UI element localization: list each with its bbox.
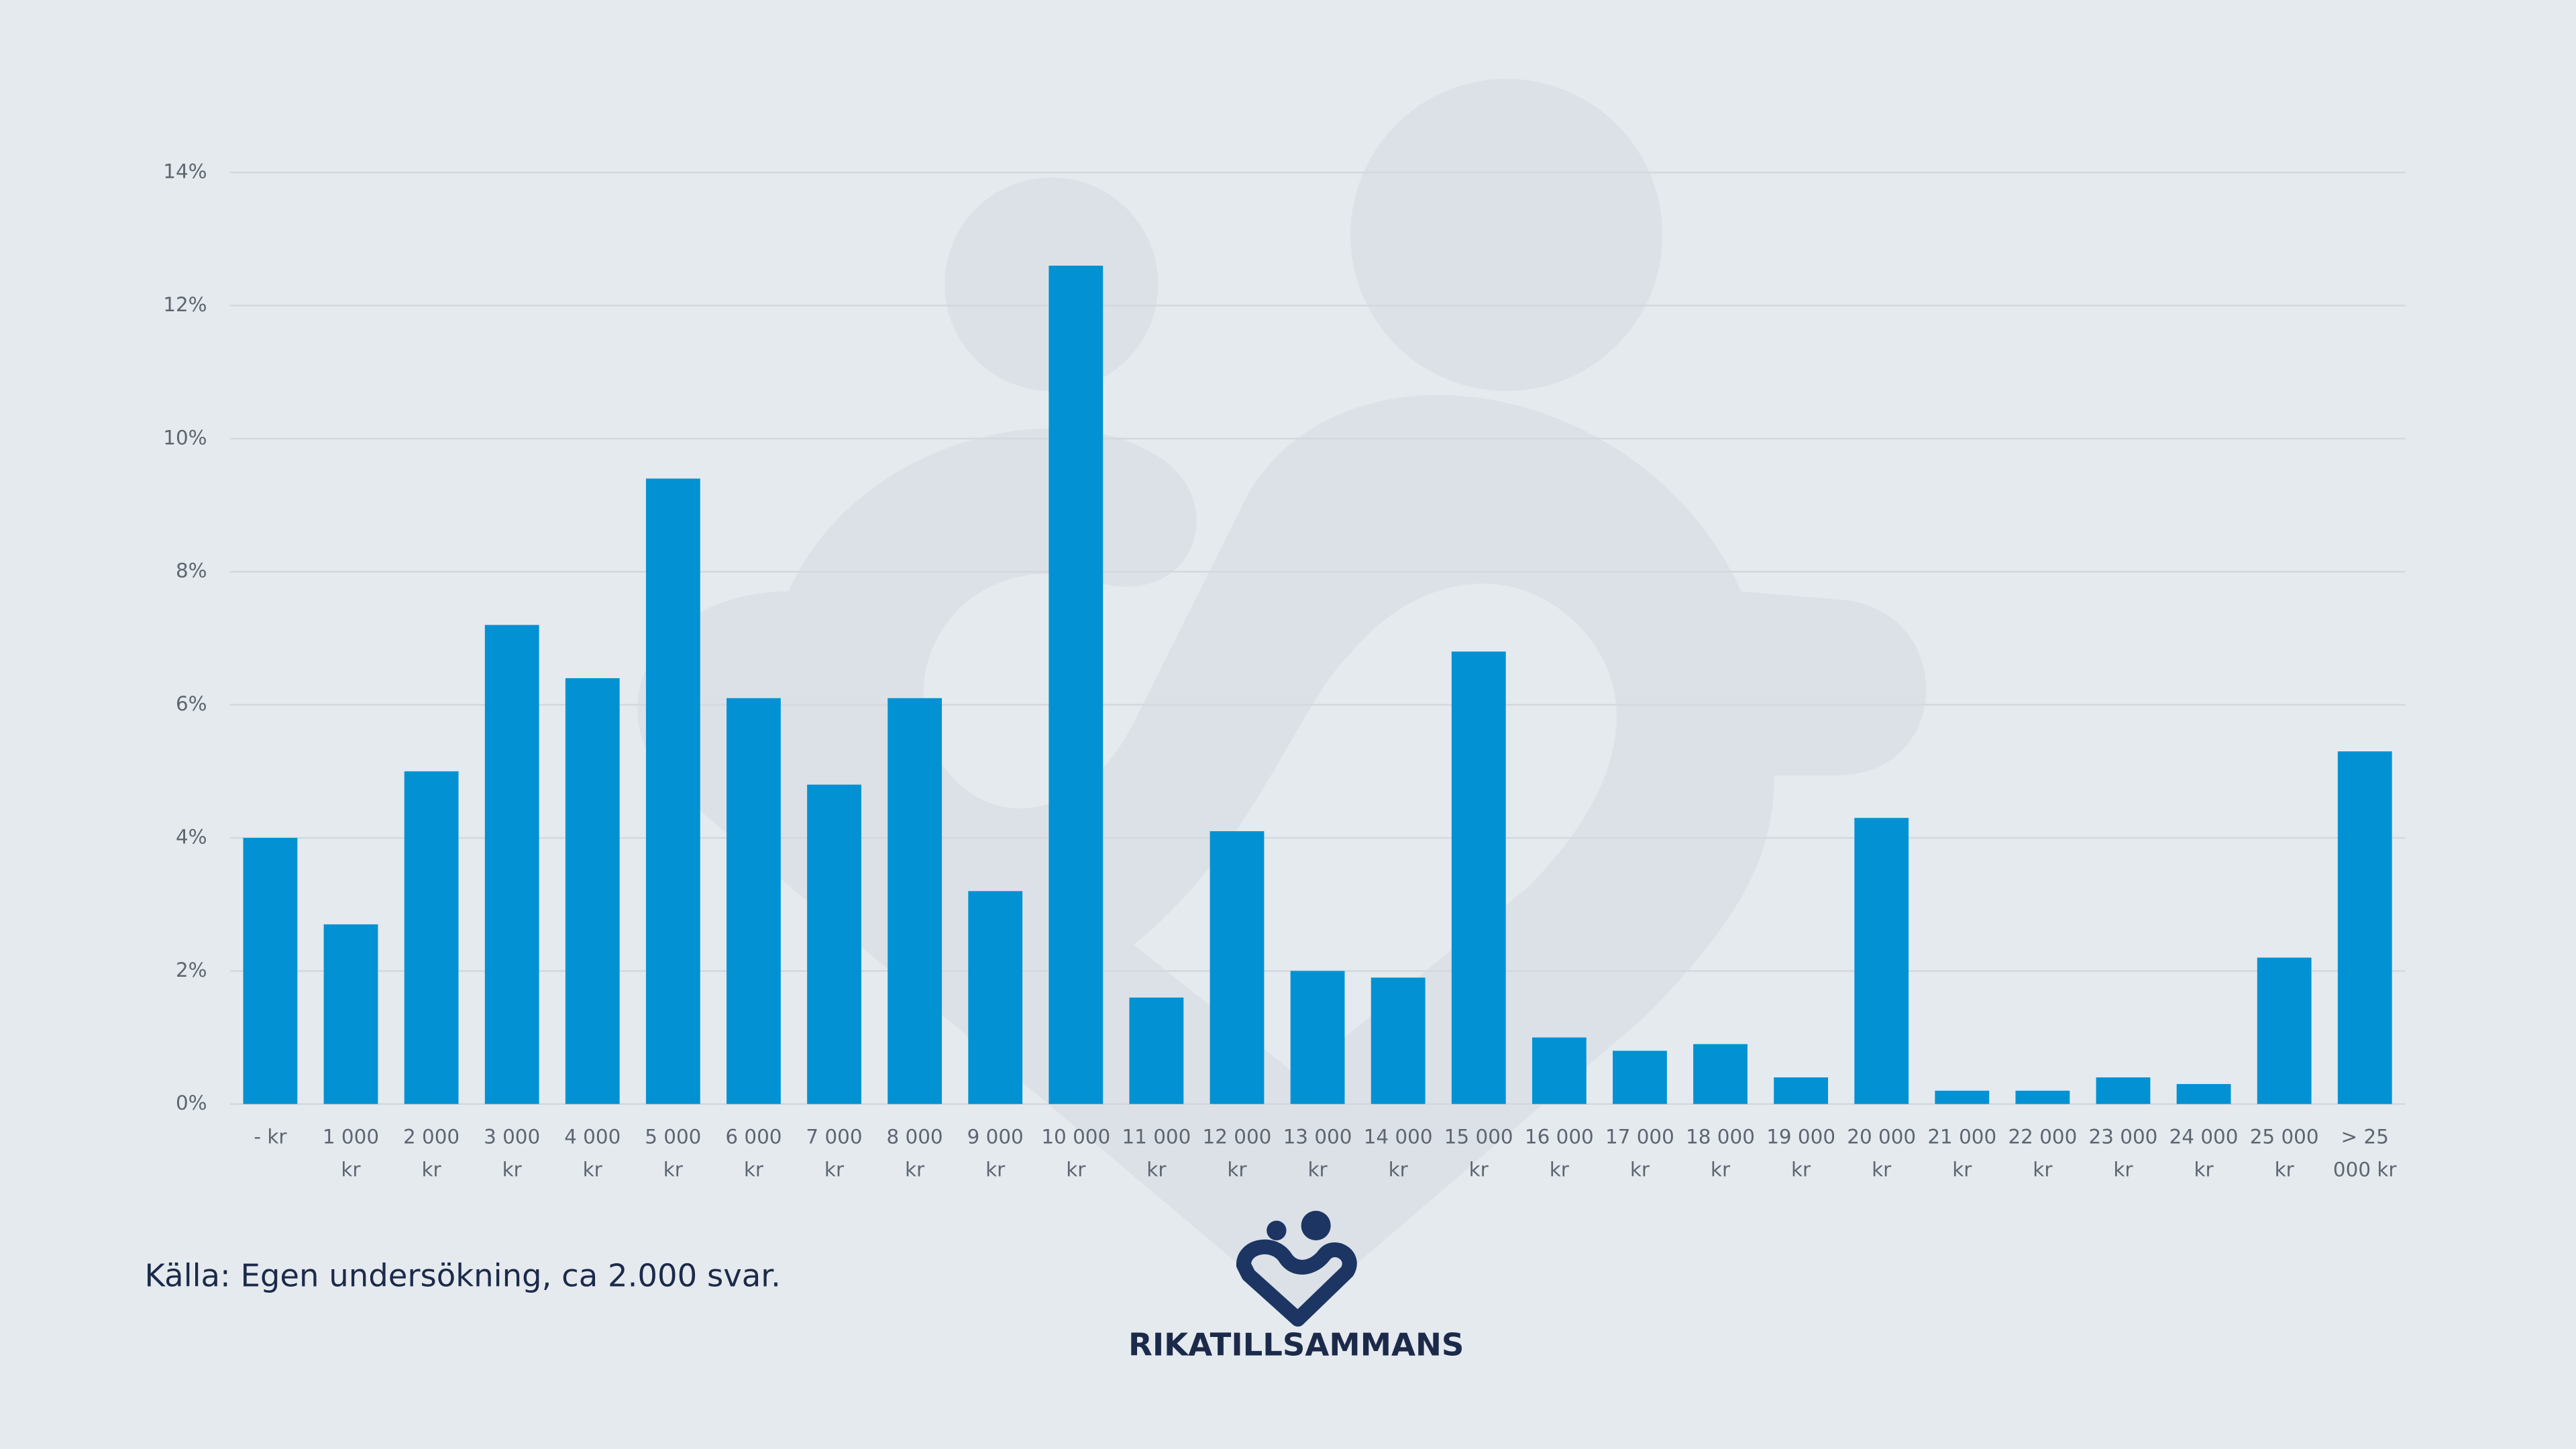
bar [888, 698, 943, 1104]
bar [2015, 1090, 2070, 1104]
bar [1210, 831, 1265, 1104]
bar [1613, 1051, 1667, 1104]
x-tick-label-box: 11 000 kr [1122, 1125, 1191, 1181]
bar [243, 837, 298, 1104]
x-tick-label-box: 4 000 kr [564, 1125, 621, 1181]
x-tick-label-box: 25 000 kr [2249, 1125, 2319, 1181]
x-tick-label-box: 17 000 kr [1605, 1125, 1674, 1181]
x-tick-label: 17 000 kr [1605, 1125, 1674, 1181]
x-tick-label: - kr [254, 1125, 287, 1148]
x-tick-label: 12 000 kr [1202, 1125, 1272, 1181]
y-tick-label: 10% [163, 426, 207, 449]
bar [968, 891, 1023, 1104]
bar [645, 478, 700, 1104]
x-tick-label: 15 000 kr [1444, 1125, 1513, 1181]
x-tick-label-box: 3 000 kr [484, 1125, 541, 1181]
x-tick-label: 7 000 kr [806, 1125, 863, 1181]
x-tick-label-box: 2 000 kr [402, 1125, 460, 1181]
x-tick-label-box: 1 000 kr [322, 1125, 380, 1181]
bar [2096, 1077, 2151, 1104]
x-tick-label-box: 21 000 kr [1927, 1125, 1997, 1181]
x-tick-label-box: 14 000 kr [1363, 1125, 1433, 1181]
bar [1854, 818, 1909, 1104]
x-tick-label-box: 18 000 kr [1686, 1125, 1755, 1181]
y-tick-label: 12% [163, 293, 207, 316]
bar [1290, 971, 1345, 1104]
x-tick-label: 6 000 kr [725, 1125, 782, 1181]
x-tick-label-box: 19 000 kr [1766, 1125, 1836, 1181]
x-tick-label-box: 23 000 kr [2088, 1125, 2158, 1181]
bar [404, 771, 459, 1104]
bar [807, 784, 861, 1104]
x-tick-label-box: 12 000 kr [1202, 1125, 1272, 1181]
bar [2337, 751, 2392, 1104]
x-tick-label-box: 20 000 kr [1847, 1125, 1917, 1181]
y-tick-label: 14% [163, 160, 207, 183]
bar [1371, 977, 1426, 1104]
x-tick-label: 19 000 kr [1766, 1125, 1836, 1181]
x-tick-label: 9 000 kr [967, 1125, 1024, 1181]
logo-text: RIKATILLSAMMANS [1128, 1326, 1464, 1362]
x-tick-label-box: 22 000 kr [2008, 1125, 2078, 1181]
y-tick-label: 6% [176, 692, 207, 715]
y-tick-label: 8% [176, 559, 207, 582]
bar [1451, 651, 1506, 1104]
x-tick-label-box: > 25 000 kr [2332, 1125, 2397, 1181]
bar [1532, 1037, 1587, 1104]
x-tick-label: 24 000 kr [2169, 1125, 2239, 1181]
bar [1774, 1077, 1829, 1104]
x-tick-label: 21 000 kr [1927, 1125, 1997, 1181]
x-tick-label: 10 000 kr [1041, 1125, 1111, 1181]
x-tick-label: 13 000 kr [1283, 1125, 1352, 1181]
x-tick-label: 5 000 kr [645, 1125, 702, 1181]
x-tick-label-box: 9 000 kr [967, 1125, 1024, 1181]
x-tick-label-box: 10 000 kr [1041, 1125, 1111, 1181]
x-tick-label: 4 000 kr [564, 1125, 621, 1181]
x-tick-label-box: 16 000 kr [1524, 1125, 1594, 1181]
bar [727, 698, 781, 1104]
x-tick-label-box: 24 000 kr [2169, 1125, 2239, 1181]
x-tick-label: 8 000 kr [886, 1125, 943, 1181]
y-tick-label: 2% [176, 959, 207, 981]
x-tick-label: 22 000 kr [2008, 1125, 2078, 1181]
bar [565, 678, 620, 1104]
x-tick-label: 16 000 kr [1524, 1125, 1594, 1181]
bar [2176, 1083, 2231, 1104]
source-note: Källa: Egen undersökning, ca 2.000 svar. [145, 1258, 781, 1294]
x-tick-label-box: 5 000 kr [645, 1125, 702, 1181]
bar [323, 924, 378, 1104]
x-tick-label: 11 000 kr [1122, 1125, 1191, 1181]
x-tick-label-box: 8 000 kr [886, 1125, 943, 1181]
x-tick-label: 3 000 kr [484, 1125, 541, 1181]
y-tick-label: 4% [176, 825, 207, 848]
x-tick-label: 18 000 kr [1686, 1125, 1755, 1181]
bar [1693, 1044, 1748, 1104]
x-tick-label-box: 7 000 kr [806, 1125, 863, 1181]
x-tick-label-box: 15 000 kr [1444, 1125, 1513, 1181]
x-tick-label: 2 000 kr [402, 1125, 460, 1181]
x-tick-label-box: - kr [254, 1125, 287, 1148]
x-tick-label: 1 000 kr [322, 1125, 380, 1181]
bar [484, 625, 539, 1104]
logo: RIKATILLSAMMANS [1128, 1210, 1464, 1362]
x-tick-label: > 25 000 kr [2332, 1125, 2397, 1181]
x-tick-label: 14 000 kr [1363, 1125, 1433, 1181]
bar [1049, 266, 1104, 1104]
x-tick-label-box: 13 000 kr [1283, 1125, 1352, 1181]
bar [1935, 1090, 1990, 1104]
bar [1129, 998, 1184, 1104]
x-tick-label: 23 000 kr [2088, 1125, 2158, 1181]
y-tick-label: 0% [176, 1091, 207, 1114]
x-tick-label: 25 000 kr [2249, 1125, 2319, 1181]
x-tick-label: 20 000 kr [1847, 1125, 1917, 1181]
x-tick-label-box: 6 000 kr [725, 1125, 782, 1181]
bar [2257, 957, 2312, 1104]
